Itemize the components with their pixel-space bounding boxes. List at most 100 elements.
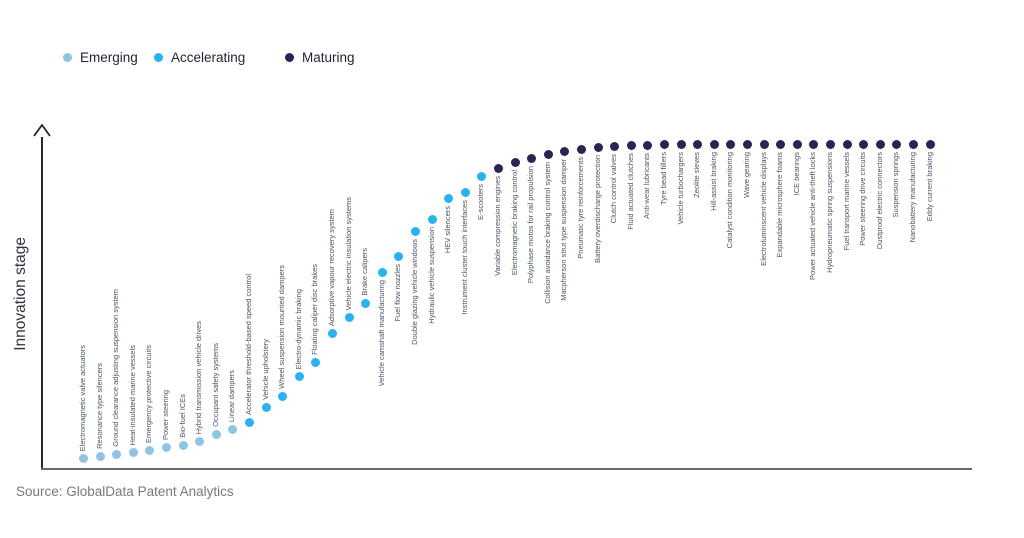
- data-point-dot: [128, 447, 138, 457]
- data-point-dot: [676, 139, 686, 149]
- data-point-dot: [327, 328, 337, 338]
- y-axis: [41, 137, 43, 469]
- data-point-dot: [925, 139, 935, 149]
- data-point-label: Anti-wear lubricants: [642, 153, 651, 219]
- data-point-dot: [659, 139, 669, 149]
- legend-label-maturing: Maturing: [302, 50, 355, 65]
- data-point-dot: [792, 139, 802, 149]
- data-point-label: Heat-insulated marine vessels: [128, 344, 137, 445]
- data-point-dot: [360, 298, 370, 308]
- legend-item-maturing: Maturing: [285, 50, 355, 65]
- data-point-dot: [526, 153, 536, 163]
- data-point-dot: [825, 139, 835, 149]
- data-point-dot: [742, 139, 752, 149]
- data-point-label: Hill-assist braking: [709, 152, 718, 211]
- data-point-label: Adsorptive vapour recovery system: [327, 208, 336, 326]
- data-point-label: Pneumatic tyre reinforcements: [576, 157, 585, 259]
- data-point-dot: [842, 139, 852, 149]
- data-point-dot: [443, 193, 453, 203]
- data-point-label: Battery overdischarge protection: [593, 155, 602, 263]
- x-axis: [41, 468, 972, 470]
- data-point-dot: [875, 139, 885, 149]
- y-axis-title: Innovation stage: [12, 237, 29, 351]
- data-point-dot: [393, 251, 403, 261]
- data-point-label: Expandable microsphere foams: [775, 152, 784, 258]
- data-point-label: Power steering: [161, 389, 170, 440]
- data-point-label: Ground clearance adjusting suspension sy…: [111, 289, 120, 447]
- y-axis-arrow-icon: [33, 123, 51, 137]
- data-point-label: Nanobattery manufacturing: [908, 152, 917, 243]
- data-point-label: Dustproof electric connectors: [875, 152, 884, 250]
- data-point-dot: [211, 429, 221, 439]
- data-point-dot: [559, 146, 569, 156]
- data-point-label: Catalyst condition monitoring: [725, 152, 734, 249]
- data-point-dot: [576, 144, 586, 154]
- data-point-dot: [808, 139, 818, 149]
- data-point-label: Zeolite sieves: [692, 152, 701, 198]
- data-point-dot: [244, 417, 254, 427]
- data-point-label: Hydraulic vehicle suspension: [427, 227, 436, 324]
- data-point-dot: [460, 187, 470, 197]
- data-point-label: Vehicle turbochargers: [676, 152, 685, 225]
- data-point-label: Linear dampers: [227, 369, 236, 422]
- data-point-dot: [775, 139, 785, 149]
- data-point-label: Vehicle camshaft manufacturing: [377, 280, 386, 387]
- emerging-dot-icon: [63, 53, 72, 62]
- data-point-label: Power steering drive circuits: [858, 152, 867, 246]
- data-point-dot: [410, 226, 420, 236]
- data-point-label: Fuel transport marine vessels: [842, 152, 851, 251]
- data-point-dot: [95, 451, 105, 461]
- data-point-label: Occupant safety systems: [211, 343, 220, 427]
- data-point-label: Vehicle upholstery: [261, 339, 270, 400]
- data-point-dot: [427, 214, 437, 224]
- data-point-dot: [476, 171, 486, 181]
- data-point-label: Wheel suspension mounted dampers: [277, 265, 286, 389]
- data-point-label: Collision avoidance braking control syst…: [543, 162, 552, 304]
- data-point-dot: [858, 139, 868, 149]
- data-point-label: Electro-dynamic braking: [294, 288, 303, 369]
- data-point-label: Fuel flow nozzles: [393, 264, 402, 322]
- legend-label-accelerating: Accelerating: [171, 50, 246, 65]
- data-point-label: Electromagnetic braking control: [510, 170, 519, 276]
- data-point-label: Suspension springs: [891, 152, 900, 218]
- data-point-dot: [310, 357, 320, 367]
- data-point-dot: [161, 442, 171, 452]
- legend-item-accelerating: Accelerating: [154, 50, 245, 65]
- data-point-label: Brake calipers: [360, 248, 369, 296]
- data-point-label: Eddy current braking: [925, 152, 934, 222]
- data-point-label: Variable compression engines: [493, 176, 502, 276]
- data-point-dot: [642, 140, 652, 150]
- data-point-dot: [377, 267, 387, 277]
- data-point-dot: [194, 436, 204, 446]
- data-point-dot: [510, 157, 520, 167]
- data-point-label: Emergency protective circuits: [144, 345, 153, 443]
- data-point-label: Accelerator threshold-based speed contro…: [244, 274, 253, 415]
- data-point-dot: [609, 141, 619, 151]
- data-point-label: ICE bearings: [792, 152, 801, 196]
- data-point-label: Macpherson strut type suspension damper: [559, 159, 568, 301]
- data-point-label: Clutch control valves: [609, 154, 618, 224]
- data-point-dot: [759, 139, 769, 149]
- data-point-label: Power actuated vehicle anti-theft locks: [808, 152, 817, 280]
- legend-label-emerging: Emerging: [80, 50, 138, 65]
- data-point-dot: [78, 453, 88, 463]
- data-point-label: Vehicle electric insulation systems: [344, 196, 353, 310]
- data-point-label: Polyphase motos for rail propulsion: [526, 166, 535, 284]
- data-point-label: Wave gearing: [742, 152, 751, 198]
- data-point-label: Electromagnetic valve actuators: [78, 344, 87, 451]
- data-point-dot: [227, 424, 237, 434]
- maturing-dot-icon: [285, 53, 294, 62]
- data-point-label: Bio-fuel ICEs: [178, 394, 187, 438]
- data-point-dot: [344, 312, 354, 322]
- data-point-dot: [294, 371, 304, 381]
- data-point-dot: [593, 142, 603, 152]
- data-point-dot: [908, 139, 918, 149]
- data-point-dot: [261, 402, 271, 412]
- data-point-label: Fluid actuated clutches: [626, 153, 635, 230]
- data-point-dot: [144, 445, 154, 455]
- data-point-dot: [725, 139, 735, 149]
- data-point-dot: [692, 139, 702, 149]
- data-point-label: Electroluminscent vehicle displays: [759, 152, 768, 266]
- legend-item-emerging: Emerging: [63, 50, 138, 65]
